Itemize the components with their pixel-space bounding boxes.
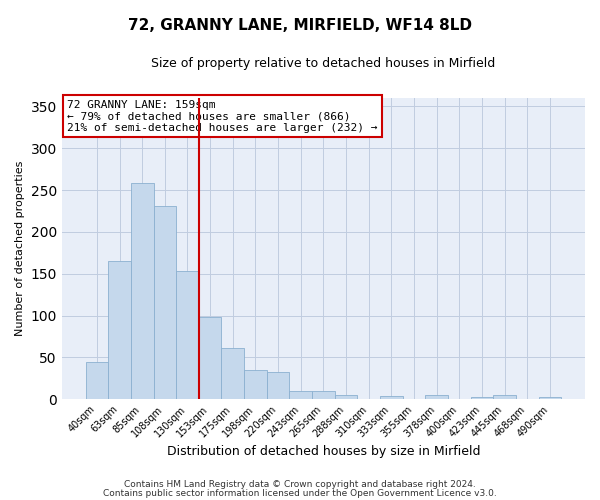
Y-axis label: Number of detached properties: Number of detached properties — [15, 161, 25, 336]
Bar — [289, 391, 312, 399]
Bar — [267, 372, 289, 399]
Bar — [425, 395, 448, 399]
Bar — [244, 370, 267, 399]
Bar — [470, 398, 493, 399]
Text: Contains HM Land Registry data © Crown copyright and database right 2024.: Contains HM Land Registry data © Crown c… — [124, 480, 476, 489]
Bar — [221, 348, 244, 399]
Text: 72, GRANNY LANE, MIRFIELD, WF14 8LD: 72, GRANNY LANE, MIRFIELD, WF14 8LD — [128, 18, 472, 32]
Bar — [131, 184, 154, 399]
Title: Size of property relative to detached houses in Mirfield: Size of property relative to detached ho… — [151, 58, 496, 70]
Bar — [154, 206, 176, 399]
Text: Contains public sector information licensed under the Open Government Licence v3: Contains public sector information licen… — [103, 488, 497, 498]
Text: 72 GRANNY LANE: 159sqm
← 79% of detached houses are smaller (866)
21% of semi-de: 72 GRANNY LANE: 159sqm ← 79% of detached… — [67, 100, 377, 133]
Bar — [108, 261, 131, 399]
Bar — [199, 317, 221, 399]
Bar — [86, 362, 108, 399]
Bar — [335, 395, 358, 399]
Bar — [312, 391, 335, 399]
X-axis label: Distribution of detached houses by size in Mirfield: Distribution of detached houses by size … — [167, 444, 480, 458]
Bar — [539, 396, 561, 399]
Bar — [176, 271, 199, 399]
Bar — [493, 395, 516, 399]
Bar — [380, 396, 403, 399]
